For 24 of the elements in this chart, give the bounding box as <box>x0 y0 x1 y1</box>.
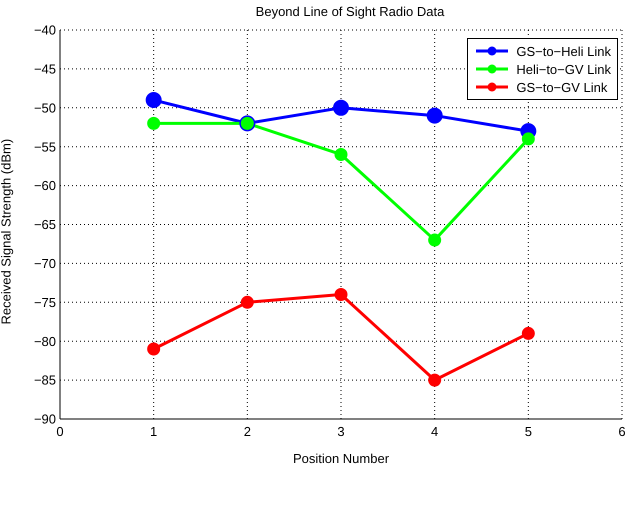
y-tick-label: −85 <box>34 372 56 388</box>
x-tick-label: 5 <box>524 424 532 440</box>
y-tick-label: −50 <box>34 100 56 116</box>
x-tick-label: 4 <box>431 424 438 440</box>
legend-label: GS−to−GV Link <box>516 80 608 94</box>
x-tick-label: 0 <box>56 424 64 440</box>
y-tick-label: −70 <box>34 256 56 272</box>
x-tick-label: 3 <box>337 424 345 440</box>
y-tick-label: −55 <box>34 139 56 154</box>
x-tick-label: 6 <box>618 424 626 440</box>
legend-label: Heli−to−GV Link <box>516 62 611 76</box>
x-tick-label: 1 <box>150 424 158 440</box>
x-axis-title: Position Number <box>292 451 390 466</box>
y-tick-label: −65 <box>34 217 56 232</box>
y-tick-label: −80 <box>34 334 56 349</box>
y-tick-label: −40 <box>34 22 56 38</box>
legend-label: GS−to−Heli Link <box>516 44 611 58</box>
chart-title: Beyond Line of Sight Radio Data <box>254 4 446 19</box>
y-tick-label: −60 <box>34 178 56 194</box>
y-axis-title: Received Signal Strength (dBm) <box>0 138 14 324</box>
y-tick-label: −90 <box>34 412 56 427</box>
y-tick-label: −45 <box>34 62 56 77</box>
x-tick-label: 2 <box>244 424 251 440</box>
y-tick-label: −75 <box>34 294 56 310</box>
